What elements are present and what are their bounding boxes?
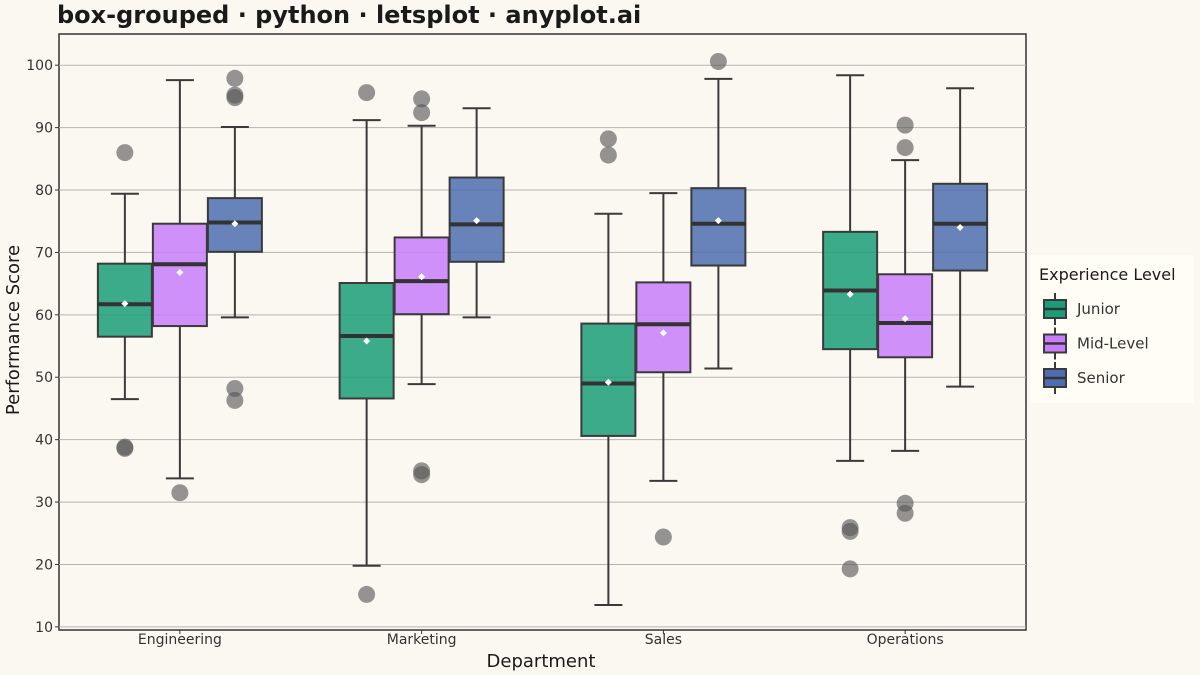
y-tick-label: 100: [26, 58, 53, 74]
outlier-point: [413, 466, 431, 484]
mean-marker: [714, 217, 722, 225]
x-tick-label: Operations: [867, 632, 944, 648]
mean-marker: [121, 300, 129, 308]
outlier-point: [413, 90, 431, 108]
outlier-point: [896, 504, 914, 522]
mean-marker: [659, 329, 667, 337]
outlier-point: [358, 585, 376, 603]
outlier-point: [654, 528, 672, 546]
outlier-point: [841, 522, 859, 540]
x-axis-label: Department: [487, 651, 596, 672]
mean-marker: [846, 290, 854, 298]
legend: Experience Level Junior Mid-Level Senior: [1031, 255, 1194, 403]
y-axis-label: Performance Score: [3, 245, 24, 415]
box-junior-sales: [580, 130, 637, 607]
y-tick-label: 40: [35, 433, 53, 449]
box-junior-marketing: [338, 84, 395, 603]
box-senior-sales: [690, 52, 747, 370]
box-mid-level-marketing: [393, 90, 450, 484]
outlier-point: [226, 391, 244, 409]
x-tick-label: Sales: [645, 632, 682, 648]
box-senior-engineering: [206, 69, 263, 409]
outlier-point: [358, 84, 376, 102]
outlier-point: [226, 89, 244, 107]
outlier-point: [599, 146, 617, 164]
outlier-point: [413, 104, 431, 122]
mean-marker: [604, 378, 612, 386]
box-body: [635, 281, 692, 374]
y-tick-label: 50: [35, 370, 53, 386]
outlier-point: [171, 484, 189, 502]
box-junior-operations: [822, 74, 879, 578]
y-tick-label: 60: [35, 308, 53, 324]
mean-marker: [363, 337, 371, 345]
outlier-point: [896, 116, 914, 134]
legend-title: Experience Level: [1039, 265, 1176, 284]
mean-marker: [956, 223, 964, 231]
outlier-point: [599, 130, 617, 148]
legend-label: Mid-Level: [1077, 335, 1149, 353]
x-axis-ticks: Engineering Marketing Sales Operations: [138, 630, 944, 648]
mean-marker: [418, 273, 426, 281]
x-tick-label: Engineering: [138, 632, 222, 648]
mean-marker: [176, 268, 184, 276]
outlier-point: [709, 52, 727, 70]
box-senior-marketing: [448, 107, 505, 319]
box-mid-level-operations: [877, 116, 934, 522]
outlier-point: [226, 69, 244, 87]
y-axis-ticks: 10 20 30 40 50 60 70 80 90 100: [26, 58, 59, 636]
y-tick-label: 30: [35, 495, 53, 511]
box-body: [690, 187, 747, 267]
chart-title: box-grouped · python · letsplot · anyplo…: [57, 1, 641, 29]
y-tick-label: 20: [35, 557, 53, 573]
x-tick-label: Marketing: [387, 632, 457, 648]
outlier-point: [116, 144, 134, 162]
y-tick-label: 70: [35, 245, 53, 261]
box-senior-operations: [932, 87, 989, 388]
mean-marker: [901, 315, 909, 323]
outlier-point: [896, 139, 914, 157]
legend-label: Senior: [1077, 369, 1126, 387]
box-mid-level-sales: [635, 192, 692, 546]
mean-marker: [231, 220, 239, 228]
outlier-point: [226, 379, 244, 397]
box-mid-level-engineering: [151, 79, 208, 502]
y-tick-label: 80: [35, 183, 53, 199]
outlier-point: [841, 560, 859, 578]
legend-label: Junior: [1076, 300, 1121, 318]
y-tick-label: 10: [35, 620, 53, 636]
y-tick-label: 90: [35, 121, 53, 137]
outlier-point: [116, 439, 134, 457]
mean-marker: [473, 217, 481, 225]
box-series: [96, 52, 989, 607]
